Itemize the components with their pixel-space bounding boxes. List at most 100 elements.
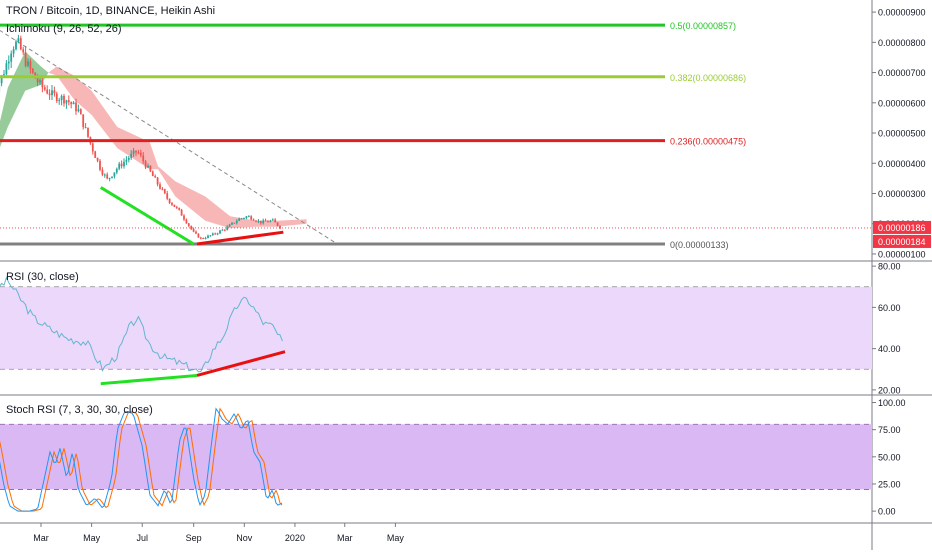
candle-body-65 (147, 166, 149, 168)
stoch-tick-3: 25.00 (878, 479, 901, 489)
candle-body-75 (171, 203, 173, 205)
candle-body-31 (66, 100, 68, 103)
candle-body-67 (152, 171, 154, 176)
candle-body-116 (270, 221, 272, 222)
main-chart-title: TRON / Bitcoin, 1D, BINANCE, Heikin Ashi (6, 5, 215, 17)
stoch-tick-2: 50.00 (878, 452, 901, 462)
price-tick-5: 0.00000400 (878, 159, 926, 169)
price-tick-4: 0.00000500 (878, 129, 926, 139)
candle-body-82 (188, 223, 190, 226)
candle-body-42 (92, 143, 94, 151)
candle-body-71 (162, 189, 164, 190)
candle-body-76 (174, 205, 176, 207)
candle-body-103 (238, 219, 240, 221)
candle-body-80 (183, 216, 185, 220)
candle-body-13 (22, 49, 24, 52)
candle-body-108 (250, 216, 252, 219)
candle-body-5 (3, 74, 5, 75)
candle-body-54 (121, 164, 123, 166)
rsi-tick-2: 40.00 (878, 344, 901, 354)
candle-body-99 (229, 225, 231, 227)
candle-body-102 (236, 221, 238, 223)
time-tick-2: Jul (136, 533, 148, 543)
candle-body-95 (219, 231, 221, 234)
candle-body-78 (178, 208, 180, 210)
candle-body-68 (154, 176, 156, 178)
candle-body-110 (255, 221, 257, 222)
candle-body-34 (73, 103, 75, 105)
candle-body-38 (82, 114, 84, 127)
candle-body-12 (20, 38, 22, 49)
candle-body-19 (37, 79, 39, 83)
candle-body-30 (63, 96, 65, 104)
stoch-tick-1: 75.00 (878, 425, 901, 435)
candle-body-55 (123, 162, 125, 166)
candle-body-79 (181, 210, 183, 216)
candle-body-85 (195, 232, 197, 234)
candle-body-46 (102, 170, 104, 175)
candle-body-106 (246, 216, 248, 218)
candle-body-8 (10, 54, 12, 62)
candle-body-77 (176, 207, 178, 208)
price-tick-6: 0.00000300 (878, 189, 926, 199)
candle-body-89 (205, 238, 207, 239)
fib-label-0.382: 0.382(0.00000686) (670, 73, 746, 83)
candle-body-27 (56, 93, 58, 101)
candle-body-86 (198, 234, 200, 238)
candle-body-63 (142, 155, 144, 161)
candle-body-90 (207, 236, 209, 238)
candle-body-29 (61, 96, 63, 100)
candle-body-94 (217, 233, 219, 234)
candle-body-104 (241, 218, 243, 219)
candle-body-111 (258, 221, 260, 222)
candle-body-70 (159, 184, 161, 188)
candle-body-109 (253, 220, 255, 221)
candle-body-17 (32, 69, 34, 73)
candle-body-73 (166, 193, 168, 198)
time-tick-5: 2020 (285, 533, 305, 543)
candle-body-93 (214, 233, 216, 234)
candle-body-74 (169, 199, 171, 203)
candle-body-59 (133, 151, 135, 154)
price-tick-2: 0.00000700 (878, 68, 926, 78)
candle-body-10 (15, 42, 17, 50)
stoch-tick-4: 0.00 (878, 507, 896, 517)
last-price-marker-0: 0.00000186 (878, 223, 926, 233)
candle-body-84 (193, 229, 195, 232)
candle-body-9 (13, 49, 15, 53)
candle-body-105 (243, 218, 245, 219)
candle-body-16 (30, 61, 32, 68)
candle-body-60 (135, 151, 137, 153)
candle-body-20 (39, 80, 41, 82)
candle-body-114 (265, 220, 267, 221)
candle-body-72 (164, 189, 166, 193)
candle-body-39 (85, 127, 87, 128)
candle-body-62 (140, 153, 142, 156)
candle-body-97 (224, 230, 226, 231)
ichimoku-cloud-bearish (48, 67, 306, 229)
candle-body-81 (186, 219, 188, 223)
stoch-tick-0: 100.00 (878, 398, 906, 408)
candle-body-51 (114, 172, 116, 176)
candle-body-91 (210, 235, 212, 236)
candle-body-15 (27, 61, 29, 66)
candle-body-96 (222, 230, 224, 231)
candle-body-112 (260, 221, 262, 223)
candle-body-100 (231, 223, 233, 225)
price-trendline-red (197, 232, 283, 244)
candle-body-92 (212, 233, 214, 235)
candle-body-64 (145, 161, 147, 167)
candle-body-40 (87, 128, 89, 137)
candle-body-22 (44, 87, 46, 89)
price-trendline-dashed (0, 30, 336, 243)
time-tick-3: Sep (186, 533, 202, 543)
candle-body-83 (190, 226, 192, 229)
candle-body-21 (42, 80, 44, 87)
candle-body-52 (116, 169, 118, 173)
ichimoku-label: Ichimoku (9, 26, 52, 26) (6, 23, 122, 35)
candle-body-87 (200, 238, 202, 239)
candle-body-7 (8, 62, 10, 64)
candle-body-11 (18, 38, 20, 41)
